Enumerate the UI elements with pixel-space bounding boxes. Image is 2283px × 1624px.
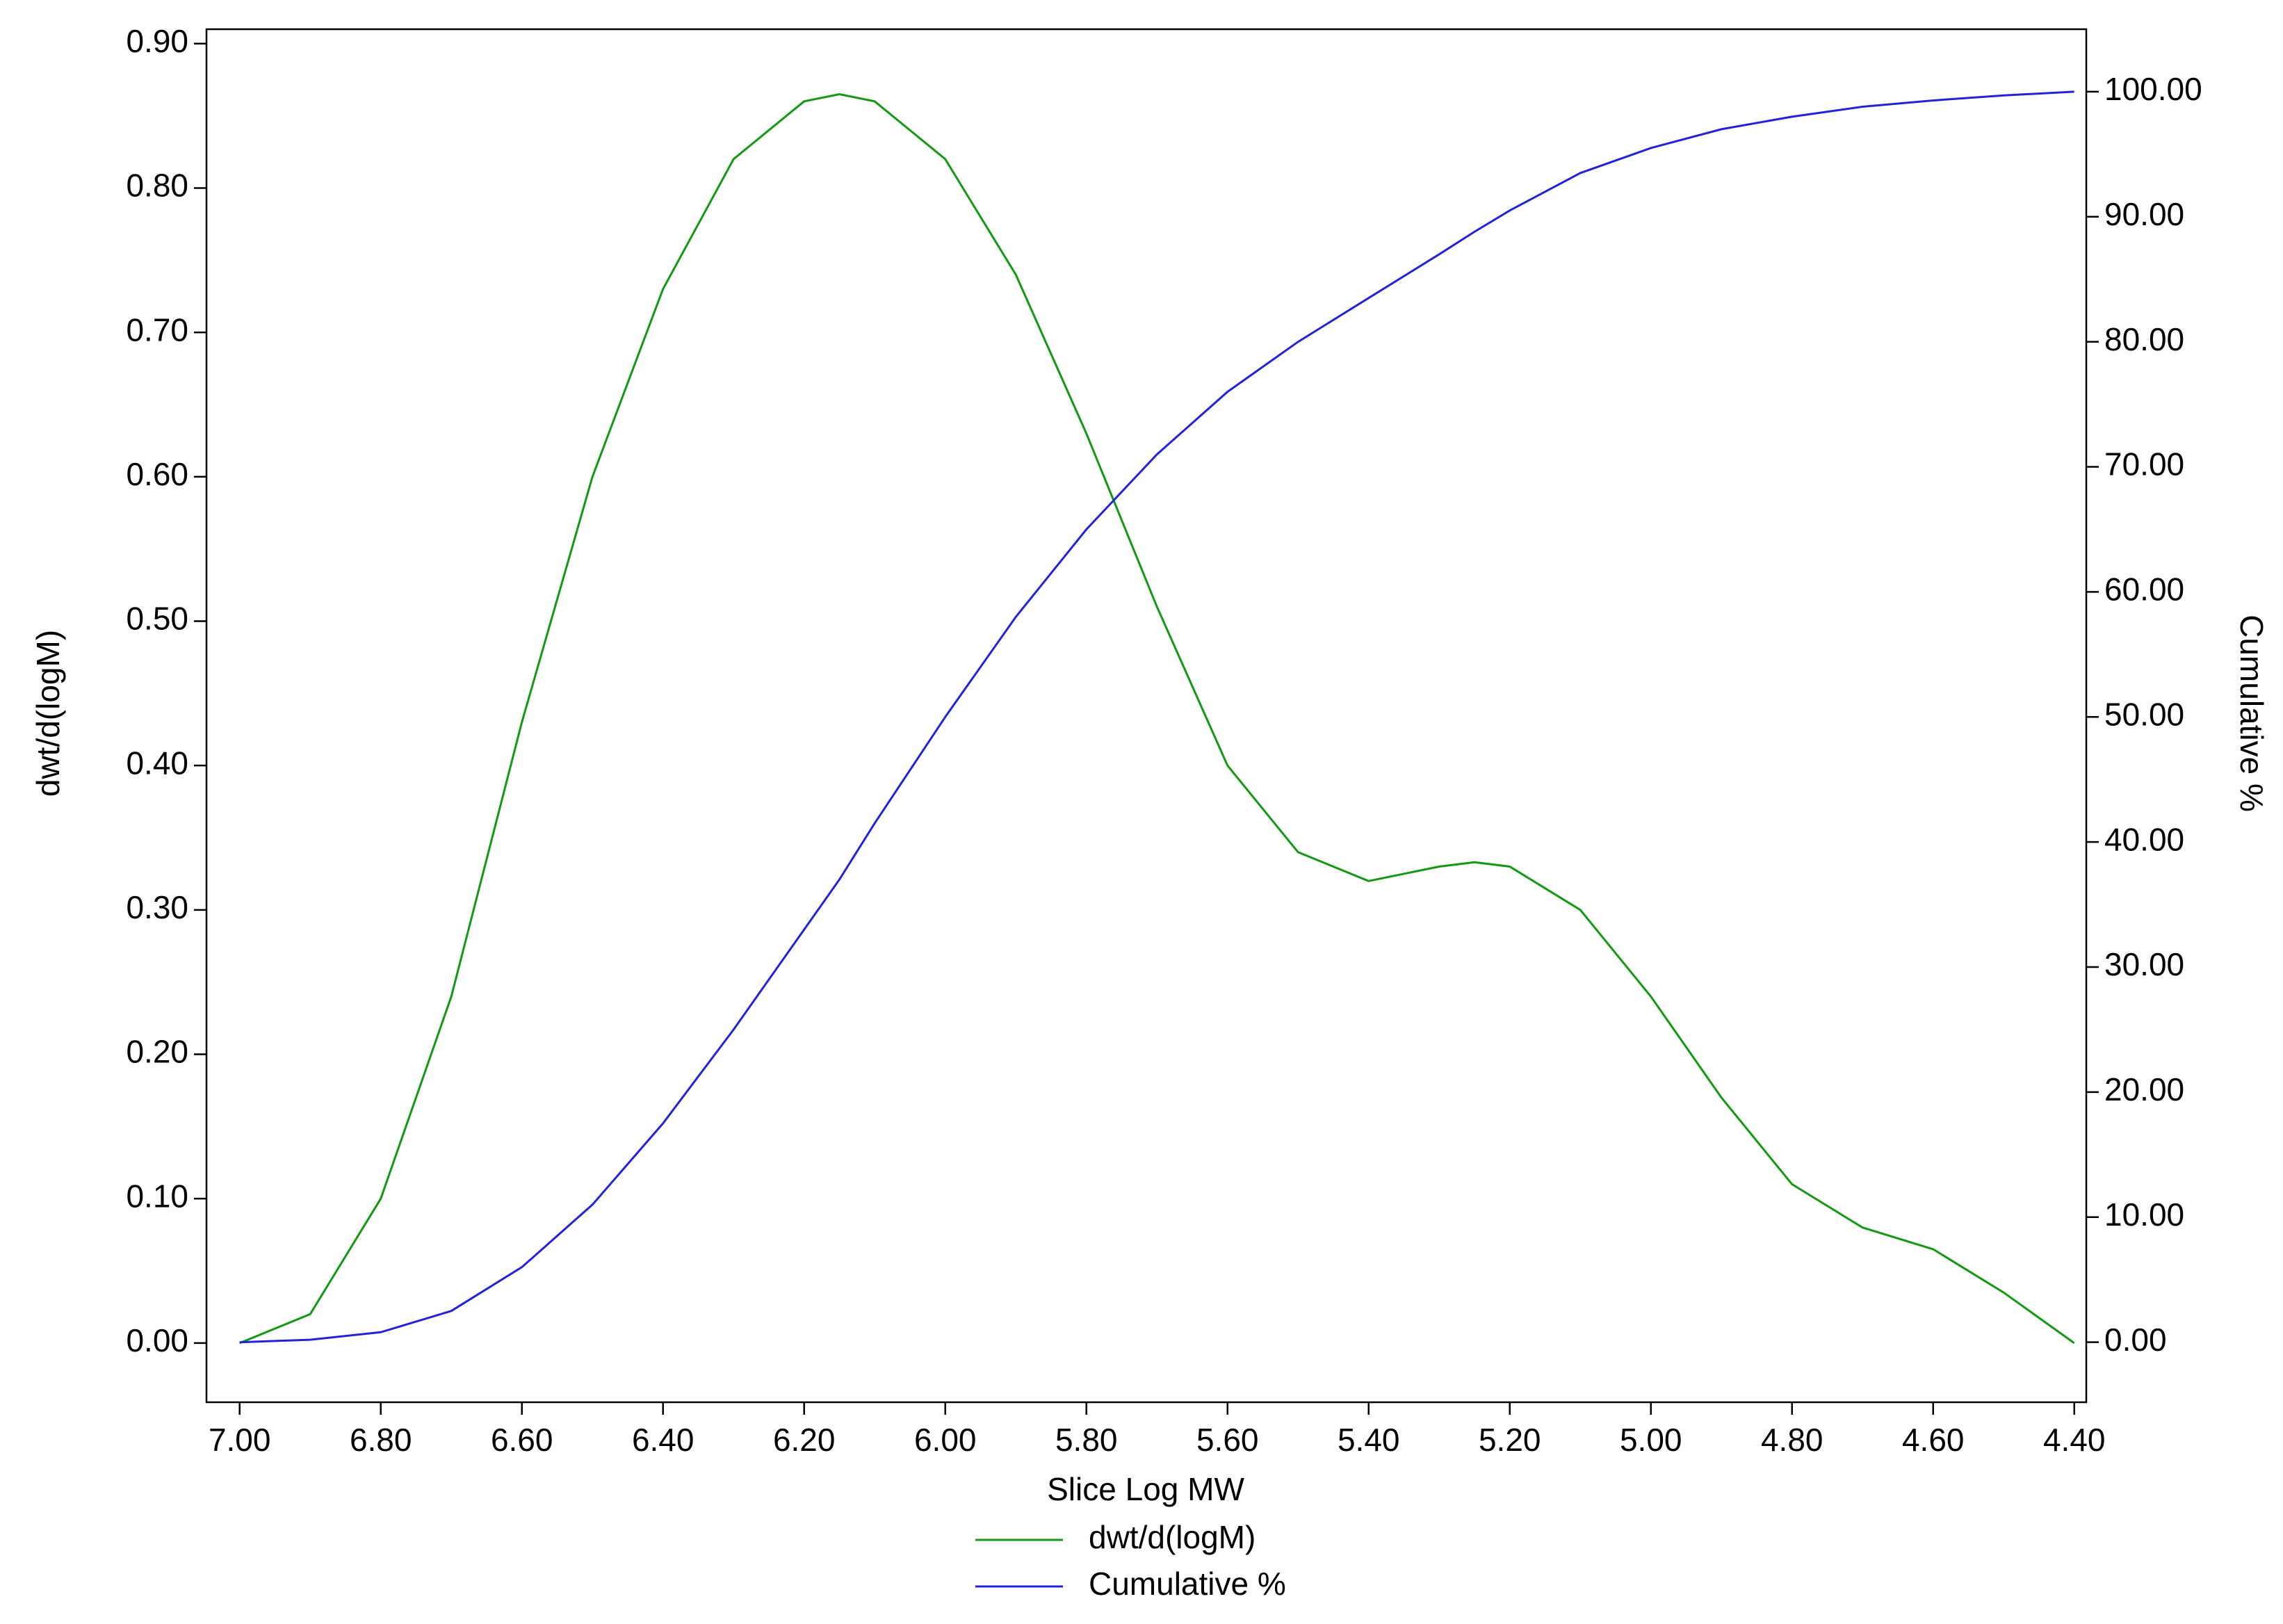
y-tick-label: 0.90 xyxy=(126,23,188,59)
x-tick-label: 5.60 xyxy=(1196,1422,1259,1458)
y2-tick-label: 10.00 xyxy=(2104,1196,2184,1233)
plot-frame xyxy=(205,28,2088,1404)
x-tick-label: 6.40 xyxy=(632,1422,694,1458)
y2-tick-label: 20.00 xyxy=(2104,1071,2184,1107)
y-tick-label: 0.60 xyxy=(126,456,188,492)
y-tick-label: 0.40 xyxy=(126,745,188,781)
y-tick-label: 0.80 xyxy=(126,168,188,204)
x-tick-label: 5.40 xyxy=(1338,1422,1400,1458)
y-tick-label: 0.70 xyxy=(126,311,188,348)
x-tick-label: 7.00 xyxy=(209,1422,271,1458)
y-tick-label: 0.10 xyxy=(126,1178,188,1214)
legend-label: Cumulative % xyxy=(1089,1566,1286,1602)
y2-tick-label: 0.00 xyxy=(2104,1322,2167,1358)
y-tick-label: 0.20 xyxy=(126,1034,188,1070)
x-tick-label: 5.80 xyxy=(1055,1422,1118,1458)
y2-tick-label: 100.00 xyxy=(2104,71,2202,107)
legend-label: dwt/d(logM) xyxy=(1089,1519,1256,1555)
y2-axis-label: Cumulative % xyxy=(2234,615,2270,812)
y2-tick-label: 30.00 xyxy=(2104,946,2184,982)
x-tick-label: 5.00 xyxy=(1620,1422,1682,1458)
x-tick-label: 6.00 xyxy=(914,1422,977,1458)
line-series xyxy=(239,90,2074,1344)
x-tick-label: 6.60 xyxy=(491,1422,553,1458)
y2-tick-label: 50.00 xyxy=(2104,696,2184,732)
y-tick-label: 0.00 xyxy=(126,1322,188,1358)
y2-tick-label: 40.00 xyxy=(2104,821,2184,857)
y2-tick-label: 70.00 xyxy=(2104,446,2184,482)
y2-tick-label: 90.00 xyxy=(2104,196,2184,232)
line-series xyxy=(239,92,2075,1345)
x-tick-label: 4.60 xyxy=(1902,1422,1965,1458)
y-axis-label: dwt/d(logM) xyxy=(30,630,66,797)
x-tick-label: 4.40 xyxy=(2043,1422,2106,1458)
x-tick-label: 6.20 xyxy=(773,1422,836,1458)
x-axis-label: Slice Log MW xyxy=(1047,1471,1244,1507)
x-tick-label: 4.80 xyxy=(1761,1422,1823,1458)
y-tick-label: 0.50 xyxy=(126,601,188,637)
y2-tick-label: 60.00 xyxy=(2104,571,2184,608)
y2-tick-label: 80.00 xyxy=(2104,321,2184,357)
x-tick-label: 5.20 xyxy=(1479,1422,1541,1458)
x-tick-label: 6.80 xyxy=(350,1422,412,1458)
y-tick-label: 0.30 xyxy=(126,889,188,925)
